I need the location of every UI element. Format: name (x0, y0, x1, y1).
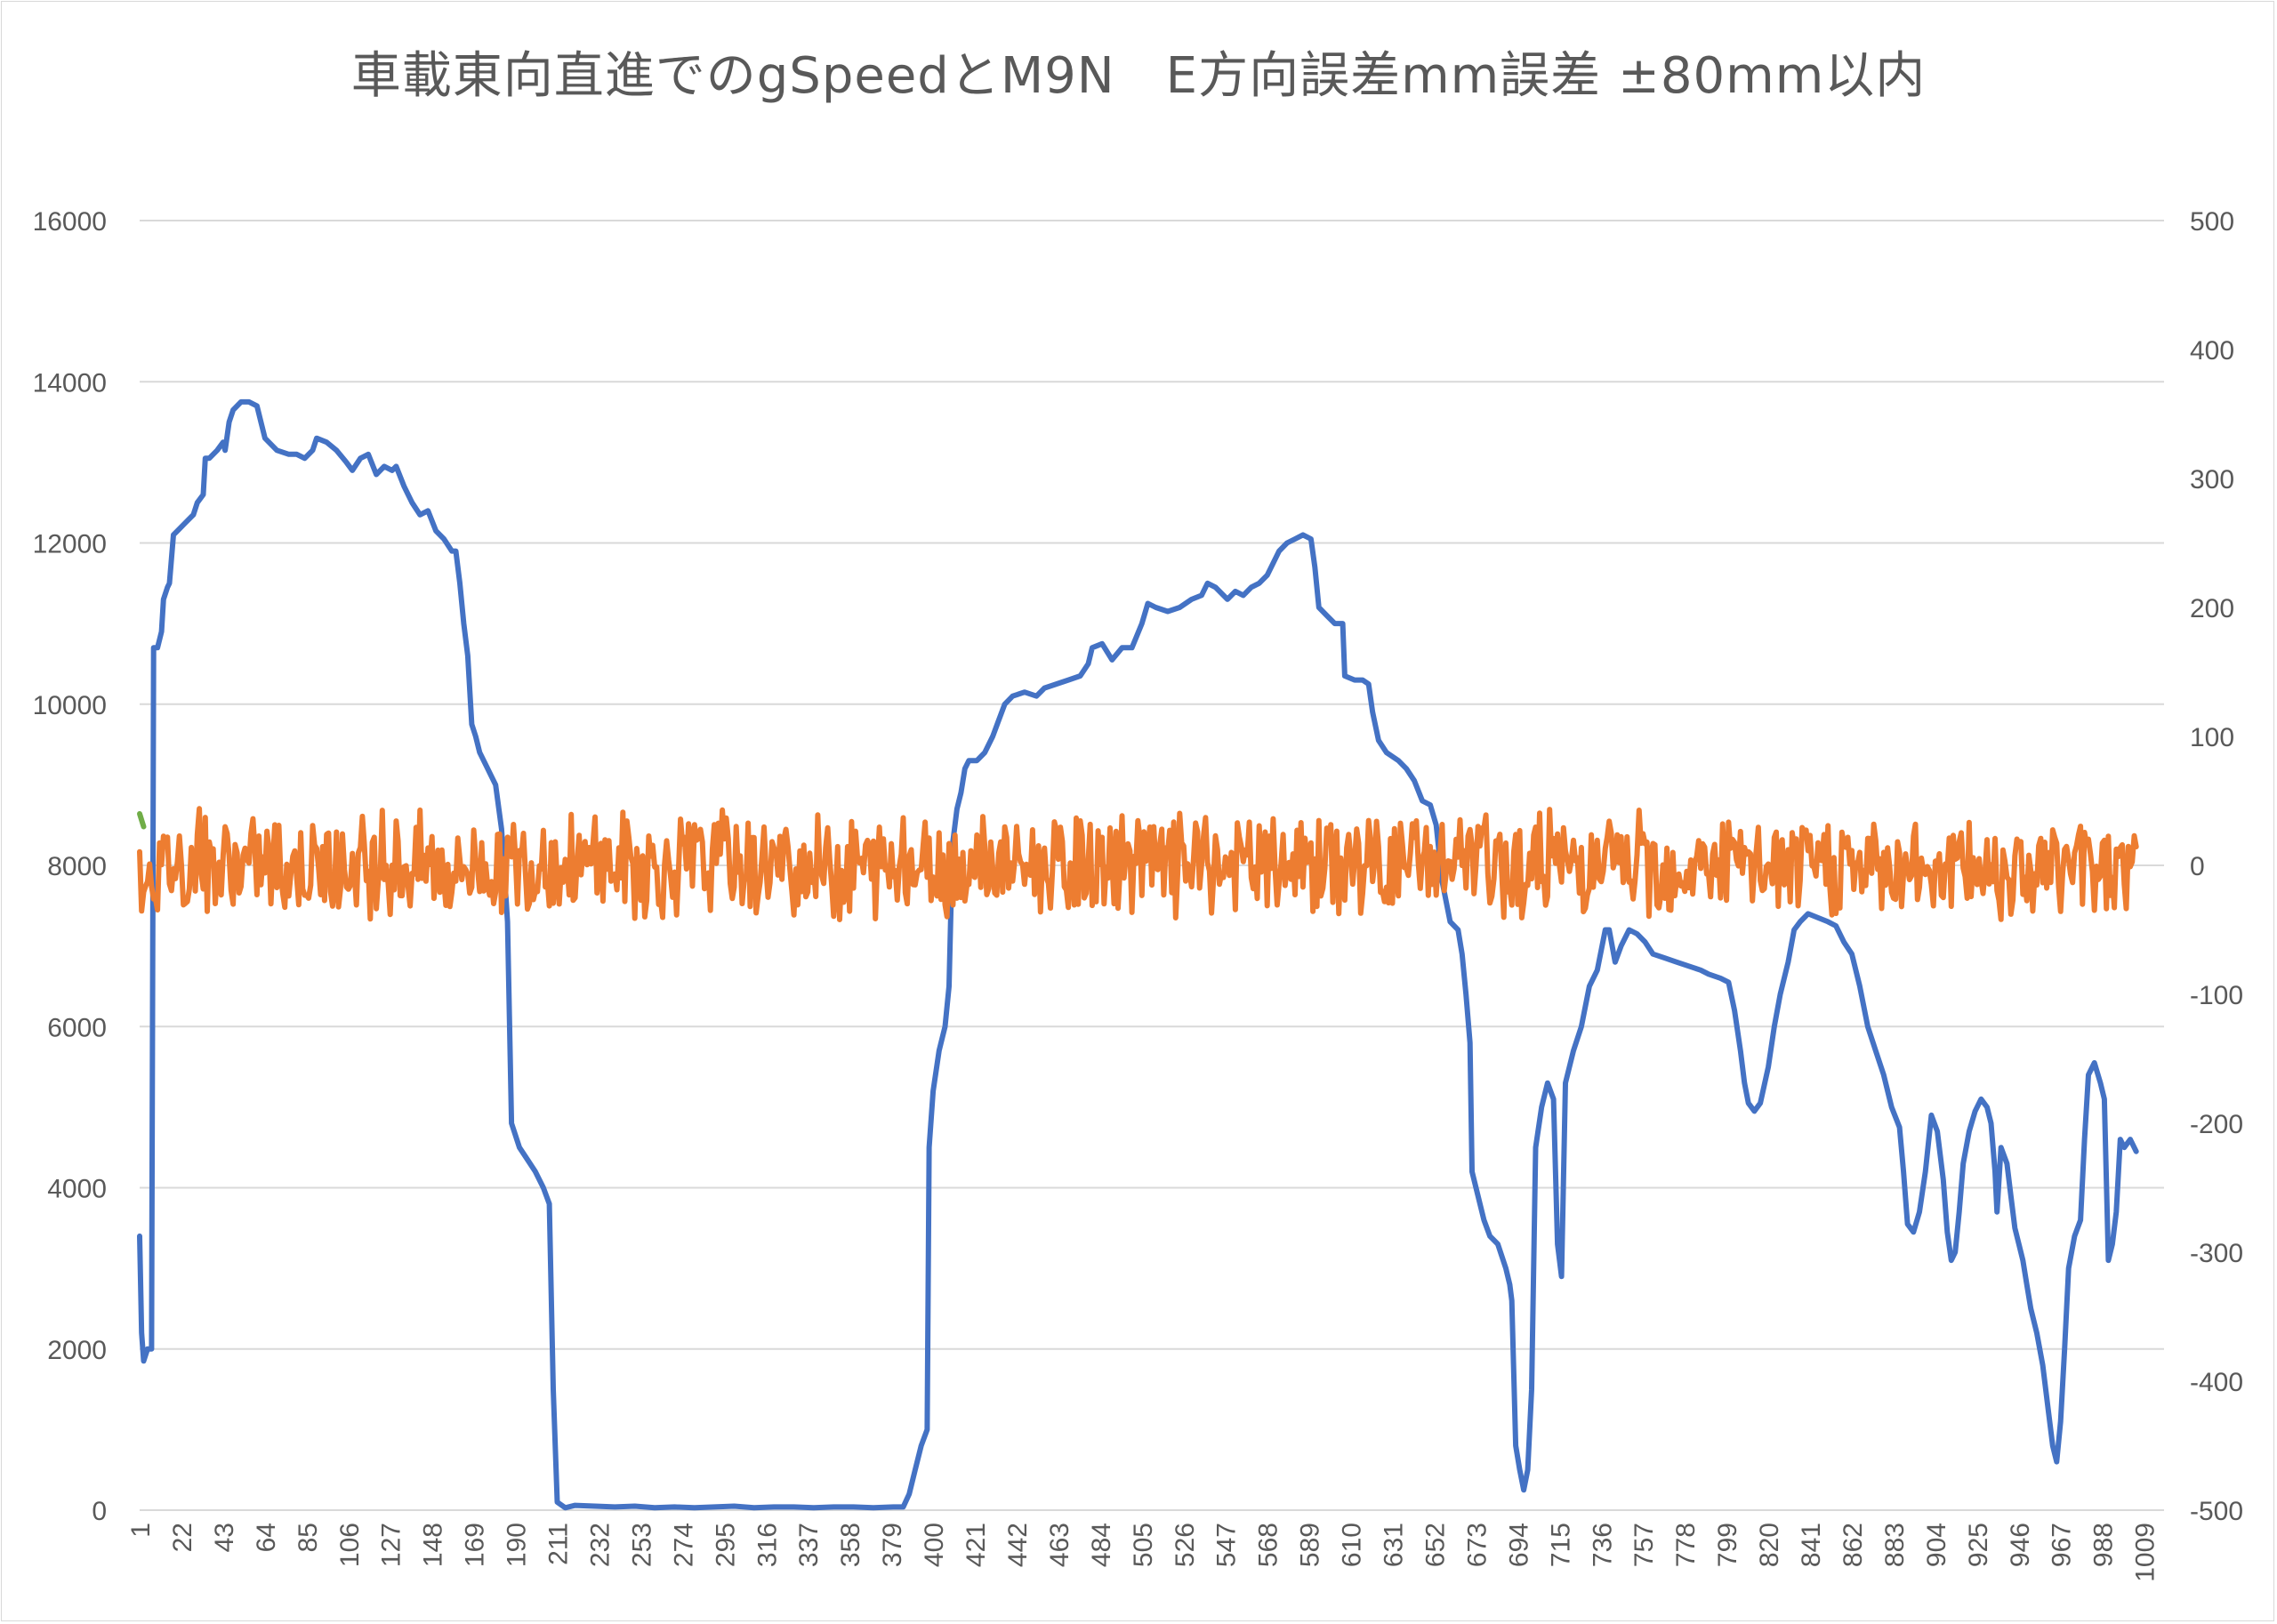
y-left-tick-label: 4000 (47, 1175, 107, 1204)
x-tick-label: 631 (1380, 1523, 1409, 1567)
y-right-tick-label: 200 (2190, 594, 2234, 623)
x-tick-label: 442 (1003, 1523, 1033, 1567)
x-tick-label: 316 (752, 1523, 782, 1567)
x-tick-label: 64 (252, 1523, 281, 1552)
x-tick-label: 526 (1171, 1523, 1200, 1567)
x-tick-label: 43 (210, 1523, 239, 1552)
x-tick-label: 1009 (2131, 1523, 2160, 1582)
x-tick-label: 652 (1420, 1523, 1450, 1567)
x-tick-label: 379 (878, 1523, 907, 1567)
x-tick-label: 400 (920, 1523, 949, 1567)
y-left-tick-label: 8000 (47, 852, 107, 881)
x-tick-label: 232 (585, 1523, 615, 1567)
x-tick-label: 358 (836, 1523, 865, 1567)
x-tick-label: 211 (544, 1523, 574, 1565)
y-right-tick-label: -300 (2190, 1239, 2243, 1268)
x-tick-label: 841 (1797, 1523, 1826, 1567)
x-tick-label: 757 (1629, 1523, 1659, 1567)
x-tick-label: 673 (1462, 1523, 1492, 1567)
x-tick-label: 589 (1296, 1523, 1325, 1567)
x-tick-label: 610 (1338, 1523, 1367, 1567)
x-tick-label: 484 (1087, 1523, 1116, 1567)
y-right-tick-label: 100 (2190, 723, 2234, 752)
x-tick-label: 799 (1713, 1523, 1742, 1567)
x-tick-label: 904 (1922, 1523, 1951, 1567)
y-right-tick-label: 0 (2190, 852, 2205, 881)
x-tick-label: 253 (627, 1523, 656, 1567)
y-left-tick-label: 14000 (33, 368, 107, 398)
y-right-tick-label: -500 (2190, 1497, 2243, 1526)
y-left-tick-label: 12000 (33, 530, 107, 559)
x-tick-label: 925 (1964, 1523, 1993, 1567)
x-tick-label: 22 (168, 1523, 197, 1552)
series-line-3 (137, 811, 147, 830)
x-tick-label: 190 (503, 1523, 532, 1567)
y-right-tick-label: 500 (2190, 207, 2234, 237)
x-tick-label: 547 (1212, 1523, 1242, 1567)
x-tick-label: 988 (2089, 1523, 2119, 1567)
series-line-2 (137, 806, 2139, 922)
x-tick-label: 169 (461, 1523, 490, 1567)
series-line-1 (137, 398, 2139, 1511)
x-tick-label: 295 (711, 1523, 740, 1567)
y-left-tick-label: 10000 (33, 691, 107, 720)
x-tick-label: 778 (1671, 1523, 1701, 1567)
x-tick-label: 463 (1045, 1523, 1074, 1567)
x-tick-label: 568 (1254, 1523, 1283, 1567)
y-right-tick-label: -400 (2190, 1368, 2243, 1397)
x-tick-label: 337 (794, 1523, 824, 1567)
x-tick-label: 715 (1546, 1523, 1575, 1567)
x-tick-label: 148 (419, 1523, 448, 1567)
y-right-tick-label: 300 (2190, 465, 2234, 494)
y-right-tick-label: -100 (2190, 981, 2243, 1010)
x-tick-label: 127 (377, 1523, 406, 1567)
y-left-tick-label: 2000 (47, 1336, 107, 1365)
x-tick-label: 820 (1755, 1523, 1784, 1567)
x-tick-label: 106 (335, 1523, 365, 1567)
chart-title: 車載東向直進でのgSpeedとM9N E方向誤差mm誤差 ±80mm以内 (350, 47, 1927, 105)
x-tick-label: 421 (961, 1523, 991, 1567)
x-tick-label: 946 (2006, 1523, 2035, 1567)
y-right-tick-label: 400 (2190, 336, 2234, 366)
y-left-tick-label: 0 (92, 1497, 107, 1526)
y-left-tick-label: 6000 (47, 1013, 107, 1042)
x-tick-label: 694 (1504, 1523, 1533, 1567)
x-tick-label: 862 (1838, 1523, 1868, 1567)
y-left-tick-label: 16000 (33, 207, 107, 237)
x-tick-label: 736 (1588, 1523, 1617, 1567)
y-right-tick-label: -200 (2190, 1110, 2243, 1139)
x-tick-label: 883 (1880, 1523, 1910, 1567)
x-tick-label: 967 (2048, 1523, 2077, 1567)
x-tick-label: 1 (126, 1523, 156, 1538)
x-tick-label: 85 (294, 1523, 323, 1552)
x-tick-label: 274 (669, 1523, 698, 1567)
x-tick-label: 505 (1129, 1523, 1158, 1567)
